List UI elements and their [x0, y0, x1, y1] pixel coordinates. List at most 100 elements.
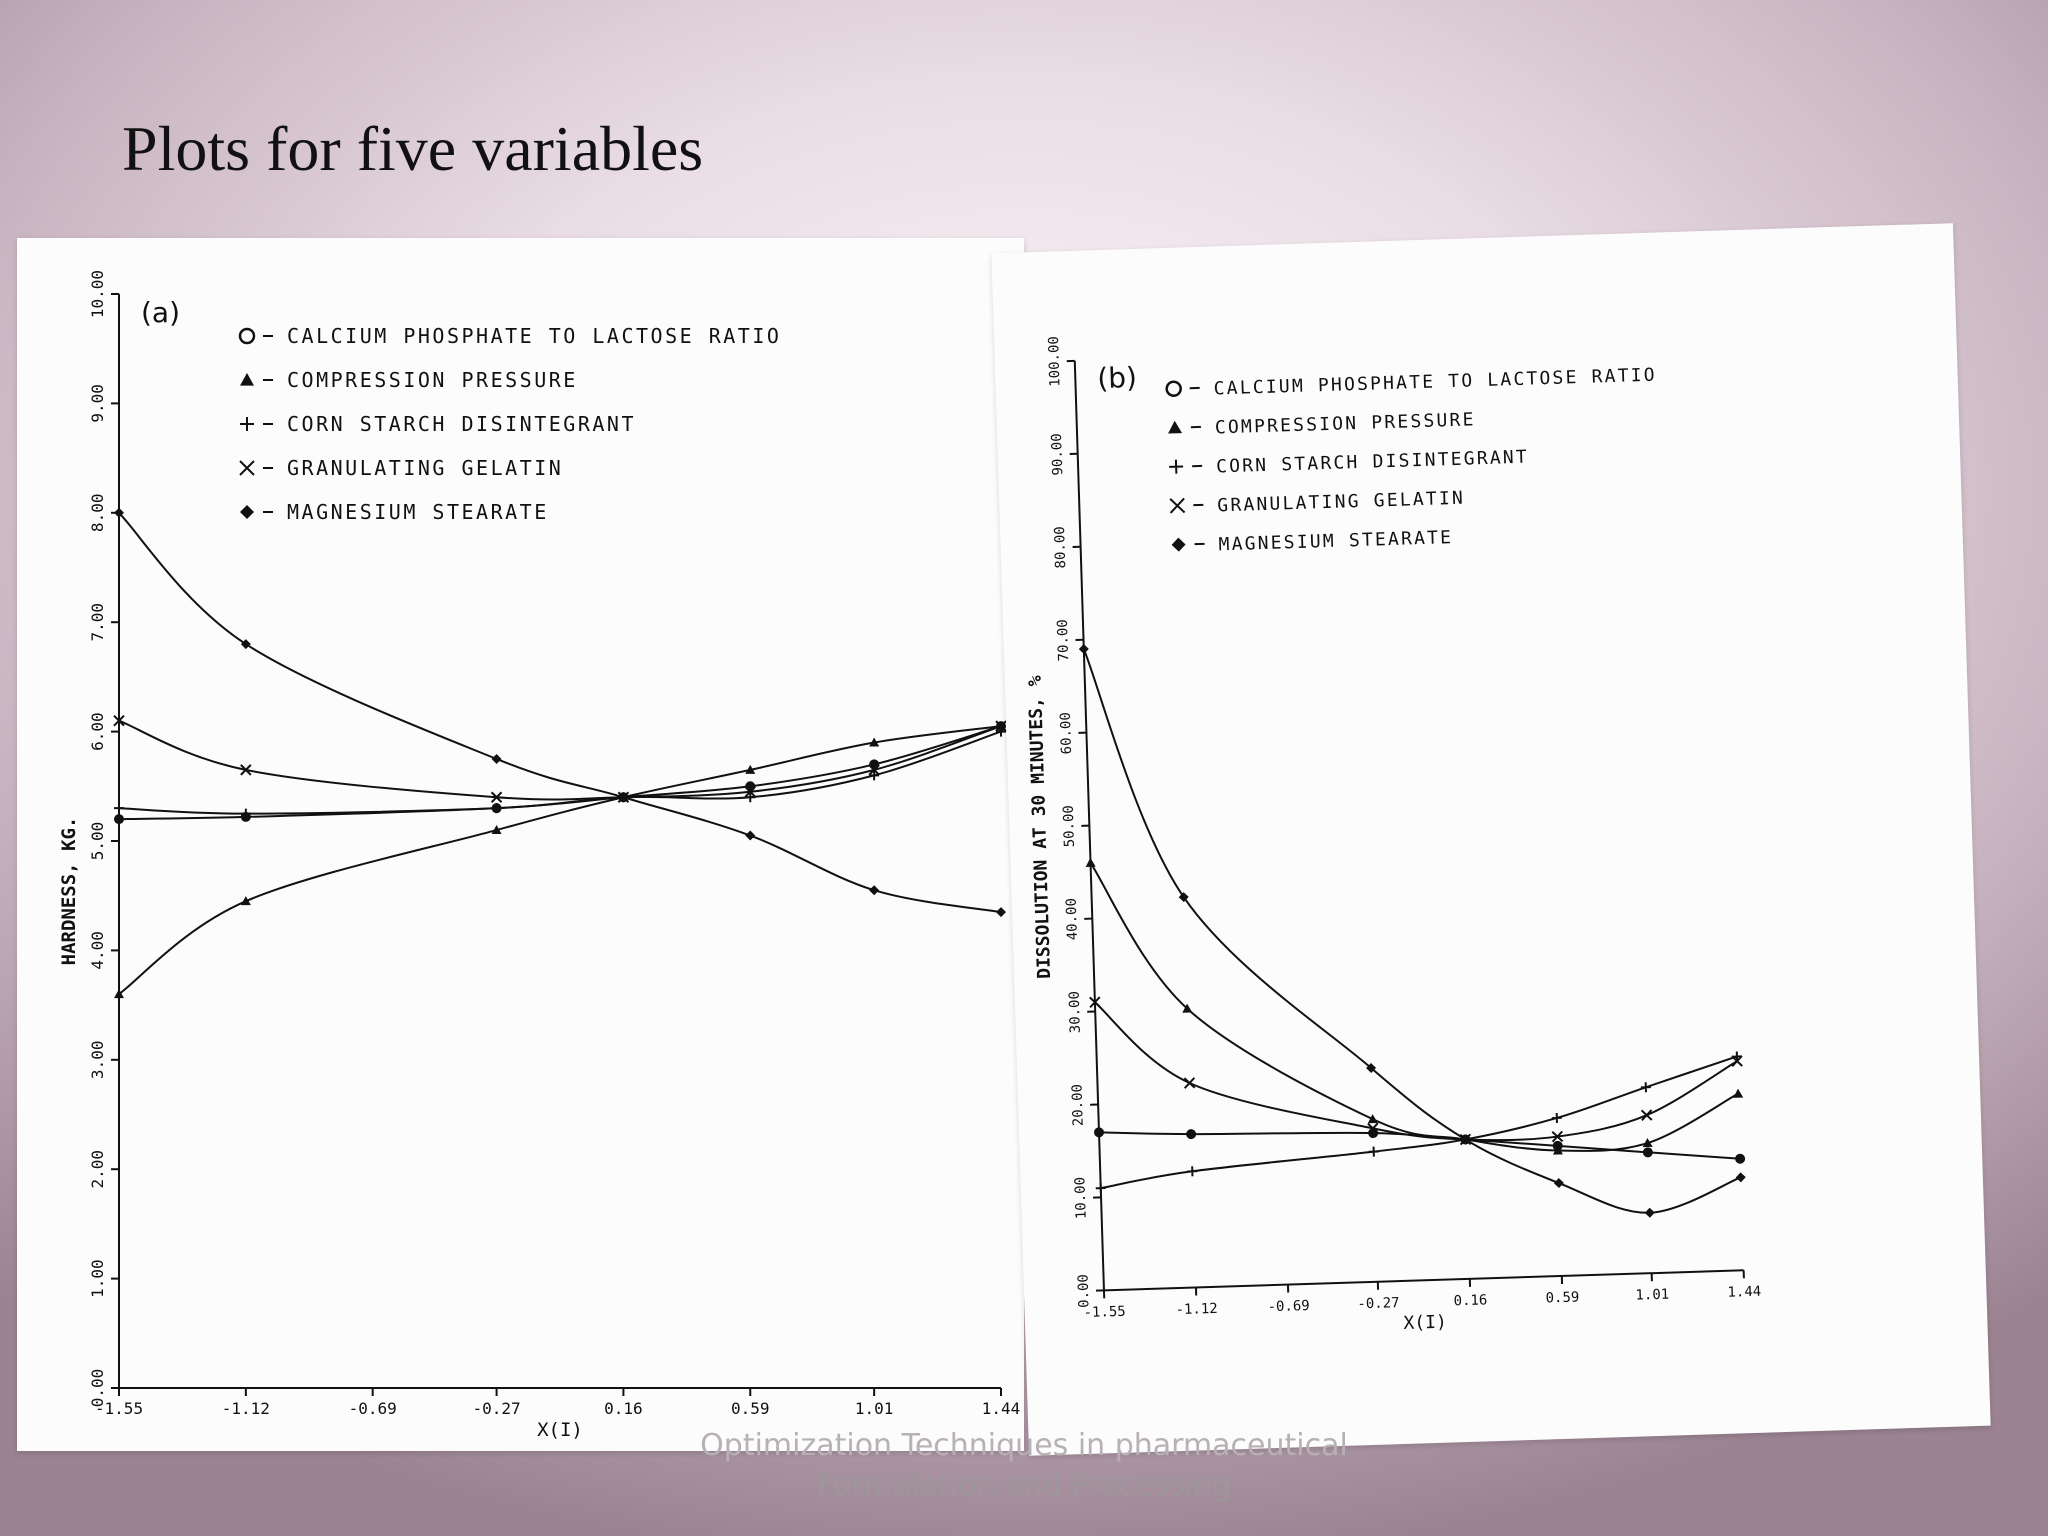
- y-tick-label: 90.00: [1049, 433, 1066, 476]
- data-point: [1186, 1129, 1197, 1140]
- legend-label: MAGNESIUM STEARATE: [1218, 527, 1453, 555]
- series-line: [118, 512, 1002, 914]
- chart-panel-b: 0.00 10.00 20.00 30.00 40.00 50.00 60.00 70.00 8…: [991, 223, 1991, 1456]
- y-tick-label: 10.00: [1072, 1177, 1089, 1220]
- data-point: [996, 907, 1006, 918]
- x-tick-label: 1.01: [855, 1399, 894, 1418]
- y-axis-label: DISSOLUTION AT 30 MINUTES, %: [1025, 675, 1056, 979]
- data-point: [1368, 1146, 1379, 1157]
- series-line: [1082, 648, 1742, 1214]
- data-point: [1085, 857, 1096, 867]
- series-compression-pressure: [114, 721, 1006, 999]
- legend-entry: MAGNESIUM STEARATE: [240, 500, 549, 524]
- data-point: [1094, 1127, 1105, 1138]
- x-tick-label: -0.27: [1357, 1295, 1400, 1312]
- legend-label: CORN STARCH DISINTEGRANT: [1216, 447, 1529, 478]
- legend-marker: [240, 417, 254, 431]
- y-tick-label: 3.00: [88, 1041, 107, 1080]
- slide-title: Plots for five variables: [122, 113, 704, 184]
- x-tick-label: 0.16: [1453, 1292, 1487, 1309]
- data-point: [490, 791, 503, 803]
- legend-label: MAGNESIUM STEARATE: [287, 500, 549, 524]
- legend-entry: GRANULATING GELATIN: [239, 456, 563, 480]
- legend-label: GRANULATING GELATIN: [287, 456, 563, 480]
- y-tick-label: 2.00: [88, 1150, 107, 1189]
- data-point: [491, 803, 502, 814]
- data-point: [1183, 1077, 1196, 1089]
- y-tick-label: 5.00: [88, 822, 107, 861]
- data-point: [868, 764, 880, 776]
- x-axis: [1103, 1269, 1744, 1292]
- data-point: [618, 792, 629, 803]
- y-tick-label: 60.00: [1058, 712, 1075, 755]
- legend-entry: COMPRESSION PRESSURE: [1168, 409, 1476, 438]
- x-tick-label: -1.55: [1083, 1304, 1126, 1321]
- y-tick-label: 80.00: [1052, 526, 1069, 569]
- y-tick-label: 0.00: [88, 1369, 107, 1408]
- legend: CALCIUM PHOSPHATE TO LACTOSE RATIO COMPRE…: [1165, 365, 1657, 555]
- series-corn-starch-disintegrant: [1095, 1051, 1742, 1194]
- data-point: [1642, 1147, 1653, 1158]
- y-tick-label: 1.00: [88, 1259, 107, 1298]
- data-point: [1187, 1166, 1198, 1177]
- data-point: [240, 808, 251, 819]
- data-point: [1178, 892, 1189, 903]
- x-tick-label: 1.01: [1635, 1287, 1669, 1304]
- x-tick-label: 0.16: [604, 1399, 643, 1418]
- legend-marker: [239, 460, 255, 476]
- series-compression-pressure: [1085, 857, 1744, 1155]
- data-point: [1640, 1082, 1651, 1093]
- data-point: [869, 770, 880, 781]
- legend: CALCIUM PHOSPHATE TO LACTOSE RATIO COMPRE…: [238, 324, 781, 524]
- data-point: [1182, 1003, 1193, 1013]
- legend-marker: [1171, 537, 1186, 552]
- data-point: [1735, 1153, 1746, 1164]
- data-point: [1367, 1114, 1378, 1124]
- data-point: [1095, 1183, 1106, 1194]
- series-granulating-gelatin: [113, 714, 1007, 803]
- data-point: [1640, 1109, 1653, 1121]
- legend-entry: MAGNESIUM STEARATE: [1171, 527, 1453, 555]
- dissolution-chart: 0.00 10.00 20.00 30.00 40.00 50.00 60.00 70.00 8…: [1025, 336, 1762, 1334]
- x-tick-label: -1.12: [1175, 1301, 1218, 1318]
- legend-marker: [1168, 420, 1183, 434]
- legend-entry: CORN STARCH DISINTEGRANT: [1169, 447, 1529, 478]
- y-tick-labels: 0.00 1.00 2.00 3.00 4.00 5.00 6.00 7.00 8.00 9.00…: [88, 270, 119, 1407]
- x-tick-label: -1.55: [95, 1399, 143, 1418]
- y-tick-label: 20.00: [1069, 1084, 1086, 1127]
- data-point: [745, 830, 756, 841]
- x-tick-label: -0.69: [349, 1399, 397, 1418]
- footer-line-2: Formulation and Processing: [816, 1468, 1232, 1503]
- legend-label: GRANULATING GELATIN: [1217, 488, 1465, 517]
- data-point: [995, 720, 1007, 732]
- series-magnesium-stearate: [1078, 643, 1746, 1218]
- y-tick-label: 9.00: [88, 384, 107, 423]
- data-point: [745, 781, 756, 792]
- data-point: [1733, 1088, 1744, 1098]
- data-point: [745, 764, 756, 774]
- y-tick-label: 0.00: [1075, 1274, 1092, 1308]
- legend-label: CALCIUM PHOSPHATE TO LACTOSE RATIO: [287, 324, 781, 348]
- data-point: [114, 814, 124, 825]
- series-line: [1094, 1001, 1738, 1142]
- data-point: [1366, 1062, 1377, 1073]
- data-point: [745, 792, 756, 803]
- series-line: [118, 719, 1002, 801]
- x-tick-label: -0.69: [1267, 1298, 1310, 1315]
- legend-label: CALCIUM PHOSPHATE TO LACTOSE RATIO: [1213, 365, 1657, 400]
- x-tick-label: 0.59: [731, 1399, 770, 1418]
- panel-label: (b): [1097, 361, 1138, 395]
- legend-marker: [1165, 380, 1182, 397]
- x-axis-label: X(I): [537, 1419, 583, 1441]
- y-tick-label: 8.00: [88, 494, 107, 533]
- legend-entry: COMPRESSION PRESSURE: [240, 368, 575, 392]
- series-magnesium-stearate: [114, 507, 1006, 918]
- data-point: [114, 803, 124, 814]
- data-point: [869, 737, 880, 747]
- legend-entry: CORN STARCH DISINTEGRANT: [240, 412, 633, 436]
- y-tick-labels: 0.00 10.00 20.00 30.00 40.00 50.00 60.00 70.00 8…: [1046, 336, 1105, 1308]
- legend-marker: [240, 505, 254, 519]
- y-tick-label: 7.00: [88, 603, 107, 642]
- data-point: [1551, 1130, 1564, 1143]
- hardness-chart: 0.00 1.00 2.00 3.00 4.00 5.00 6.00 7.00 8.00 9.00…: [58, 270, 1020, 1441]
